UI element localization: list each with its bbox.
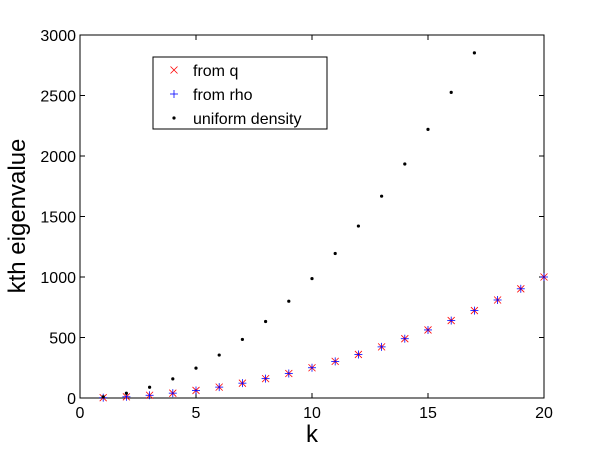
uniform-density-point [380,194,384,198]
uniform-density-point [240,337,244,342]
y-tick-label: 2000 [40,149,76,166]
uniform-density-point [287,299,291,303]
y-tick-label: 1500 [40,210,76,227]
x-tick-label: 10 [303,405,321,422]
legend-item-from-rho: from rho [170,87,253,104]
from-rho-point [192,386,200,395]
uniform-density-point [124,391,128,395]
x-axis-label: k [306,421,319,448]
from-rho-point [261,374,270,383]
from-rho-point [354,350,363,359]
y-tick-label: 2500 [40,89,76,106]
legend-item-from-q: from q [170,63,238,80]
legend: from q from rho uniform density [152,56,328,130]
from-rho-point [168,389,177,398]
from-rho-point [284,369,293,378]
uniform-density-point [333,251,337,256]
uniform-density-point [194,366,198,370]
uniform-density-point [472,51,476,55]
legend-label: uniform density [193,111,302,128]
uniform-density-point [101,395,105,399]
from-rho-point [215,383,224,392]
uniform-density-point [217,353,221,357]
uniform-density-point [310,276,314,281]
legend-box [152,56,328,130]
from-rho-point [516,284,525,293]
data-points [99,51,548,402]
uniform-density-point [356,224,360,228]
from-rho-point [400,334,409,343]
legend-marker [172,116,176,120]
uniform-density-point [171,377,175,381]
from-rho-point [540,273,548,281]
x-tick-label: 20 [535,405,553,422]
y-tick-label: 500 [49,331,76,348]
y-tick-label: 1000 [40,270,76,287]
from-rho-point [424,325,432,334]
legend-item-uniform-density: uniform density [172,111,302,128]
axis-ticks: 0 5 10 15 20 0 500 1000 1500 2000 2500 3000 [40,28,553,422]
uniform-density-point [403,162,407,166]
from-rho-point [238,379,247,388]
from-rho-point [331,357,340,366]
x-tick-label: 5 [192,405,201,422]
uniform-density-point [264,319,268,324]
y-axis-label: kth eigenvalue [4,139,31,294]
uniform-density-point [449,90,453,94]
legend-label: from rho [193,87,253,104]
from-rho-point [377,342,386,351]
legend-marker [170,90,178,98]
from-rho-point [470,306,479,315]
from-rho-point [145,391,154,400]
y-tick-label: 0 [67,391,76,408]
y-tick-label: 3000 [40,28,76,45]
uniform-density-point [148,385,152,389]
x-tick-label: 0 [76,405,85,422]
legend-label: from q [193,63,238,80]
from-rho-point [447,316,456,325]
x-tick-label: 15 [419,405,437,422]
uniform-density-point [426,127,430,131]
from-rho-point [308,363,316,372]
from-rho-point [493,295,502,304]
legend-marker [170,66,178,74]
